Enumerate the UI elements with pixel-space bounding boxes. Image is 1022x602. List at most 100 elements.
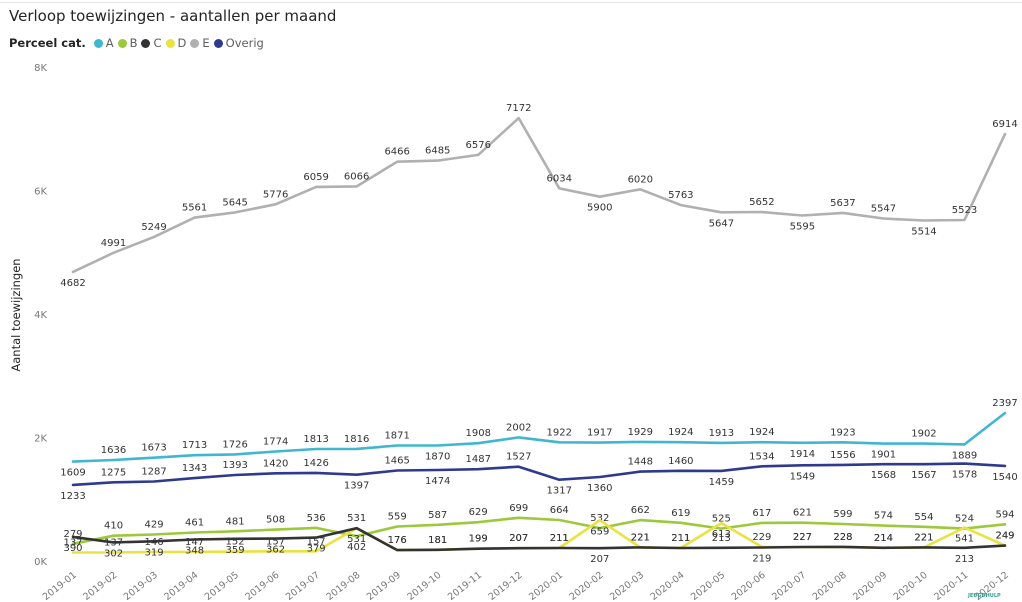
- data-label: 1420: [263, 458, 288, 469]
- data-label: 207: [509, 533, 528, 544]
- x-tick-label: 2019-03: [122, 570, 160, 602]
- data-label: 524: [955, 514, 974, 525]
- data-label: 5514: [911, 227, 936, 238]
- data-label: 554: [914, 512, 933, 523]
- x-tick-label: 2019-10: [405, 570, 443, 602]
- data-label: 6466: [384, 147, 409, 158]
- data-label: 1287: [141, 467, 166, 478]
- data-label: 5595: [790, 222, 815, 233]
- data-label: 359: [226, 545, 245, 556]
- data-label: 6034: [547, 173, 572, 184]
- data-label: 279: [63, 529, 82, 540]
- x-tick-label: 2019-02: [81, 570, 119, 602]
- data-label: 531: [347, 513, 366, 524]
- data-label: 207: [590, 554, 609, 565]
- data-label: 221: [631, 532, 650, 543]
- legend: Perceel cat. A B C D E Overig: [9, 36, 268, 50]
- data-label: 6020: [628, 174, 653, 185]
- data-label: 619: [671, 508, 690, 519]
- legend-dot-icon: [93, 38, 103, 48]
- x-tick-label: 2020-02: [568, 570, 606, 602]
- legend-dot-icon: [213, 38, 223, 48]
- data-label: 390: [63, 543, 82, 554]
- data-label: 1913: [709, 428, 734, 439]
- x-tick-label: 2019-01: [41, 570, 79, 602]
- data-label: 659: [590, 526, 609, 537]
- data-label: 228: [833, 532, 852, 543]
- data-label: 508: [266, 515, 285, 526]
- data-label: 199: [469, 534, 488, 545]
- data-label: 379: [307, 544, 326, 555]
- legend-label: E: [202, 36, 210, 50]
- data-label: 1233: [60, 491, 85, 502]
- data-label: 1474: [425, 476, 450, 487]
- data-label: 1465: [384, 456, 409, 467]
- legend-item-e[interactable]: E: [190, 36, 210, 50]
- data-label: 6914: [992, 119, 1017, 130]
- legend-item-overig[interactable]: Overig: [213, 36, 264, 50]
- legend-item-c[interactable]: C: [141, 36, 162, 50]
- data-label: 531: [347, 534, 366, 545]
- data-label: 1527: [506, 452, 531, 463]
- y-tick-label: 8K: [34, 63, 47, 74]
- x-tick-label: 2020-08: [811, 570, 849, 602]
- data-label: 617: [752, 508, 771, 519]
- data-label: 5652: [749, 197, 774, 208]
- data-label: 4682: [60, 278, 85, 289]
- data-label: 559: [388, 511, 407, 522]
- data-label: 1448: [628, 457, 653, 468]
- data-label: 221: [631, 532, 650, 543]
- data-label: 525: [712, 514, 731, 525]
- data-label: 152: [226, 537, 245, 548]
- legend-title: Perceel cat.: [9, 36, 86, 50]
- data-label: 1343: [182, 463, 207, 474]
- x-tick-label: 2019-09: [365, 570, 403, 602]
- data-label: 1549: [790, 471, 815, 482]
- x-tick-label: 2019-11: [446, 570, 484, 602]
- data-label: 1922: [547, 427, 572, 438]
- y-tick-label: 4K: [34, 310, 47, 321]
- data-label: 1901: [871, 450, 896, 461]
- legend-label: B: [129, 36, 138, 50]
- data-label: 1908: [465, 428, 490, 439]
- data-label: 662: [631, 505, 650, 516]
- legend-label: D: [177, 36, 187, 50]
- legend-label: A: [105, 36, 114, 50]
- data-label: 7172: [506, 103, 531, 114]
- series-line-b: [71, 516, 1007, 546]
- data-label: 574: [874, 511, 893, 522]
- legend-item-b[interactable]: B: [117, 36, 138, 50]
- y-axis-label: Aantal toewijzingen: [9, 258, 23, 371]
- watermark-logo: JEUGDHULP: [968, 593, 1001, 599]
- data-label: 2002: [506, 422, 531, 433]
- data-label: 1902: [911, 429, 936, 440]
- data-label: 1360: [587, 483, 612, 494]
- data-label: 1609: [60, 468, 85, 479]
- data-label: 199: [469, 534, 488, 545]
- data-label: 181: [428, 535, 447, 546]
- data-label: 1871: [384, 430, 409, 441]
- data-label: 410: [104, 521, 123, 532]
- data-label: 5900: [587, 203, 612, 214]
- data-label: 5249: [141, 222, 166, 233]
- data-label: 629: [469, 507, 488, 518]
- data-label: 5561: [182, 203, 207, 214]
- data-label: 147: [185, 537, 204, 548]
- data-label: 213: [955, 554, 974, 565]
- legend-dot-icon: [190, 38, 200, 48]
- legend-dot-icon: [141, 38, 151, 48]
- data-label: 429: [144, 520, 163, 531]
- data-label: 1924: [668, 427, 693, 438]
- data-label: 1567: [911, 470, 936, 481]
- legend-item-a[interactable]: A: [93, 36, 114, 50]
- data-label: 594: [995, 509, 1014, 520]
- data-label: 1870: [425, 452, 450, 463]
- legend-item-d[interactable]: D: [165, 36, 187, 50]
- data-label: 227: [793, 532, 812, 543]
- data-label: 228: [833, 532, 852, 543]
- data-label: 621: [793, 508, 812, 519]
- x-tick-label: 2020-01: [527, 570, 565, 602]
- top-border-line: [0, 2, 1022, 3]
- data-label: 1568: [871, 470, 896, 481]
- data-label: 1556: [830, 450, 855, 461]
